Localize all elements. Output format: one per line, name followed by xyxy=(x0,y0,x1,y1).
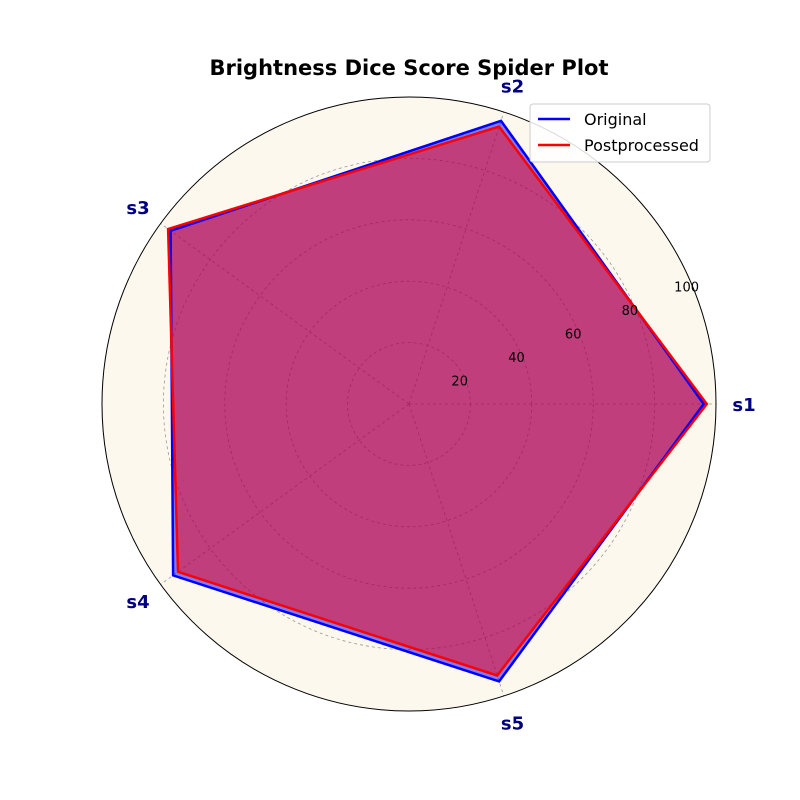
tick-label-40: 40 xyxy=(508,351,525,366)
polar-frame xyxy=(101,96,717,712)
tick-label-100: 100 xyxy=(674,281,699,296)
category-label-s2: s2 xyxy=(501,76,524,97)
tick-label-80: 80 xyxy=(622,304,639,319)
category-label-s5: s5 xyxy=(501,714,524,735)
series-line-original xyxy=(169,119,706,683)
series-line-postprocessed xyxy=(166,125,709,677)
tick-label-60: 60 xyxy=(565,328,582,343)
category-label-s1: s1 xyxy=(732,395,755,416)
legend-label-original: Original xyxy=(584,110,647,129)
tick-label-20: 20 xyxy=(451,375,468,390)
category-label-s4: s4 xyxy=(126,592,149,613)
radial-tick-labels: 20 40 60 80 100 xyxy=(451,281,699,390)
legend-box xyxy=(529,103,711,163)
chart-title: Brightness Dice Score Spider Plot xyxy=(210,56,609,80)
series-layer xyxy=(166,119,709,683)
series-fill-postprocessed xyxy=(168,126,707,676)
category-label-s3: s3 xyxy=(126,198,149,219)
category-labels: s1 s2 s3 s4 s5 xyxy=(126,76,755,734)
legend: Original Postprocessed xyxy=(529,103,711,163)
legend-label-postprocessed: Postprocessed xyxy=(584,136,699,155)
